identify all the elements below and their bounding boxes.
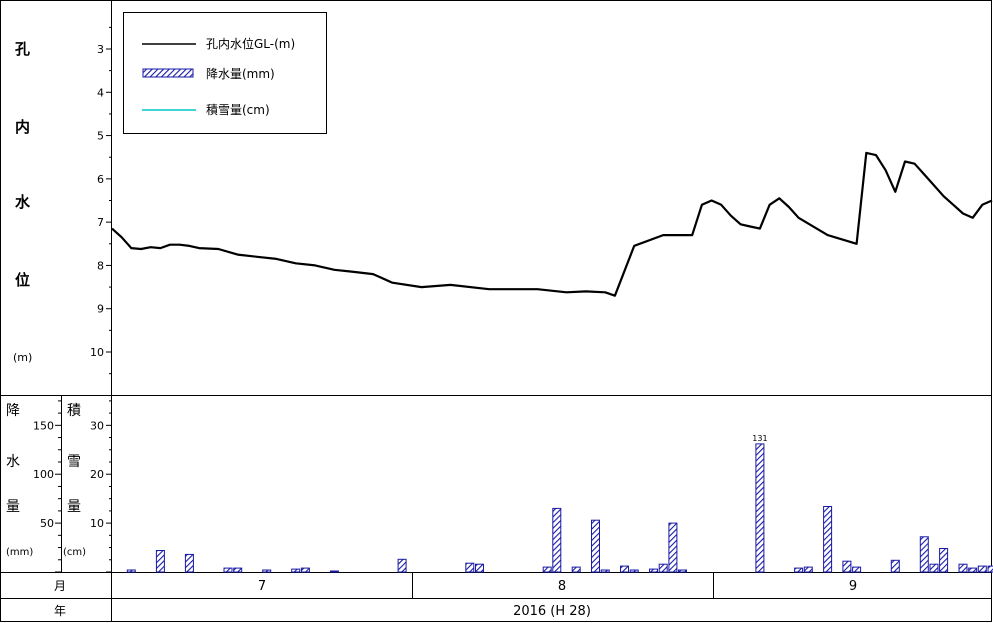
water-level-axis-char: 水 (15, 193, 31, 211)
snow-axis-char: 雪 (67, 454, 81, 470)
rain-axis-char: 降 (6, 403, 20, 419)
rain-tick-label: 150 (33, 419, 54, 432)
rain-axis-char: 量 (6, 499, 20, 515)
rain-bar (794, 567, 804, 573)
rain-axis-char: 水 (6, 454, 20, 470)
month-label: 8 (558, 579, 566, 594)
y-tick-label: 4 (97, 86, 104, 99)
legend-rain-label: 降水量(mm) (206, 67, 275, 81)
rain-bars: 131 (126, 434, 993, 573)
rain-bar (552, 507, 562, 573)
snow-tick-label: 10 (90, 517, 104, 530)
rain-bar (852, 566, 862, 573)
rain-bar (300, 567, 310, 573)
snow-axis-char: 積 (67, 403, 81, 419)
snow-axis-unit: (cm) (63, 547, 86, 558)
rain-bar (658, 563, 668, 573)
rain-bar (958, 563, 968, 573)
water-level-axis-char: 孔 (15, 40, 30, 58)
rain-bar (977, 565, 987, 573)
rain-bar (233, 567, 243, 573)
rain-bar (155, 550, 165, 573)
legend-snow-label: 積雪量(cm) (206, 102, 270, 117)
rain-bar (291, 568, 301, 573)
rain-bar (823, 506, 833, 573)
rain-bar (939, 548, 949, 573)
rain-bar (223, 567, 233, 573)
year-label: 2016 (H 28) (513, 604, 591, 619)
rain-bar (968, 567, 978, 573)
y-tick-label: 8 (97, 259, 104, 272)
year-row-label: 年 (54, 604, 66, 618)
y-tick-label: 10 (90, 346, 104, 359)
rain-bar (542, 566, 552, 573)
rain-bar (668, 522, 678, 573)
snow-axis-char: 量 (67, 499, 81, 515)
rain-bar (929, 563, 939, 573)
snow-tick-label: 30 (90, 419, 104, 432)
rain-bar (591, 519, 600, 573)
legend-water-level-label: 孔内水位GL-(m) (206, 36, 295, 51)
month-label: 9 (849, 579, 857, 594)
rain-bar (620, 565, 629, 573)
rain-bar (465, 562, 475, 573)
legend-rain-swatch (142, 68, 194, 78)
rain-bar (649, 568, 658, 573)
rain-axis-unit: (mm) (6, 547, 33, 558)
rain-bar (987, 565, 993, 573)
rain-bar (397, 558, 407, 573)
snow-tick-label: 20 (90, 468, 104, 481)
rain-tick-label: 50 (40, 517, 54, 530)
rain-bar-value: 131 (752, 434, 767, 443)
rain-bar (629, 569, 639, 573)
rain-bar (600, 569, 610, 573)
rain-bar (919, 536, 929, 573)
rain-bar (755, 443, 765, 573)
y-tick-label: 6 (97, 173, 104, 186)
rain-bar (329, 570, 339, 573)
month-label: 7 (258, 579, 266, 594)
water-level-axis-char: 内 (15, 118, 30, 136)
water-level-line (111, 151, 993, 297)
rain-bar (184, 553, 194, 573)
rain-tick-label: 100 (33, 468, 54, 481)
water-level-unit: (m) (13, 351, 32, 364)
rain-bar (803, 566, 813, 573)
water-level-y-axis: 3 4 5 6 7 8 9 10 (90, 26, 112, 375)
rain-bar (475, 563, 484, 573)
rain-bar (571, 566, 581, 573)
water-level-axis-char: 位 (15, 271, 30, 289)
y-tick-label: 3 (97, 43, 104, 56)
rain-bar (262, 569, 272, 573)
rain-bar (678, 569, 687, 573)
rain-snow-y-axis: 50 100 150 10 20 30 (33, 400, 112, 573)
rain-bar (890, 559, 900, 573)
y-tick-label: 5 (97, 130, 104, 143)
y-tick-label: 7 (97, 216, 104, 229)
month-row-label: 月 (54, 579, 66, 593)
y-tick-label: 9 (97, 303, 104, 316)
rain-bar (842, 560, 852, 573)
rain-bar (126, 569, 136, 573)
